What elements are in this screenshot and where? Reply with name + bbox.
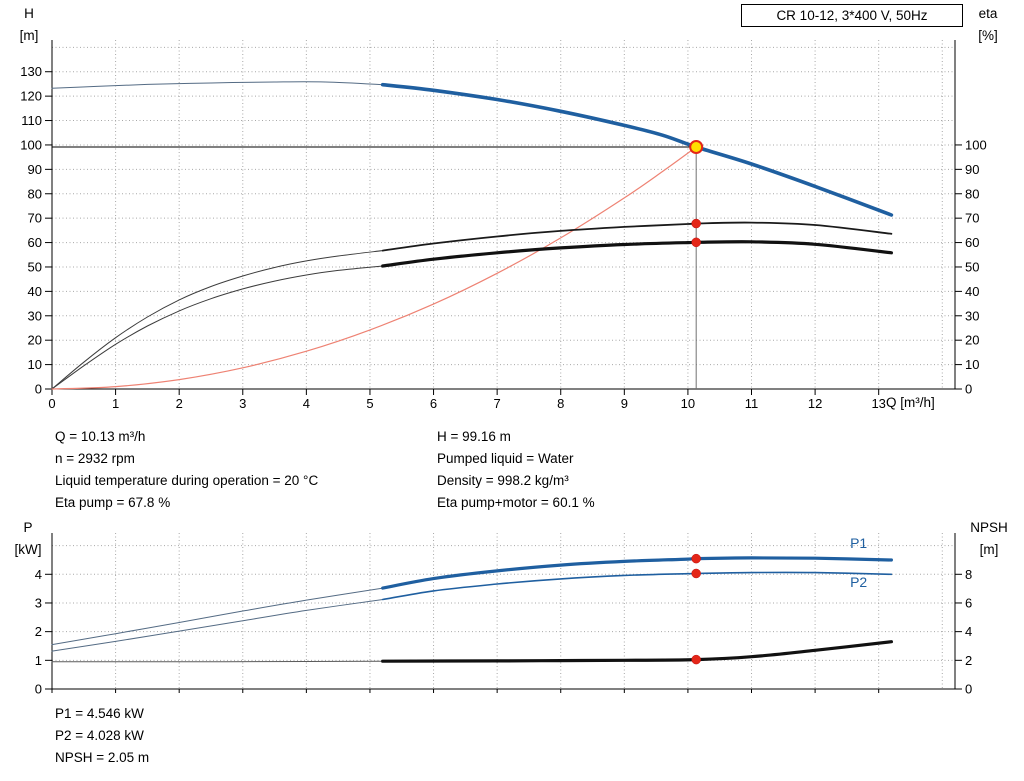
- svg-text:4: 4: [303, 396, 310, 411]
- info-line-eta-pump: Eta pump = 67.8 %: [55, 495, 171, 510]
- svg-text:0: 0: [35, 382, 42, 397]
- p-axis-unit: [kW]: [14, 542, 42, 557]
- svg-text:90: 90: [28, 162, 42, 177]
- info-line-q: Q = 10.13 m³/h: [55, 429, 146, 444]
- eta-axis-unit: [%]: [978, 28, 998, 43]
- svg-text:8: 8: [965, 567, 972, 582]
- svg-text:90: 90: [965, 162, 979, 177]
- h-axis-name: H: [24, 6, 34, 21]
- svg-text:20: 20: [965, 333, 979, 348]
- svg-text:40: 40: [28, 284, 42, 299]
- svg-text:6: 6: [965, 595, 972, 610]
- h-axis-unit: [m]: [19, 28, 39, 43]
- eta-axis-name: eta: [978, 6, 998, 21]
- svg-text:100: 100: [965, 137, 987, 152]
- npsh-axis-label: NPSH [m]: [960, 517, 1018, 561]
- svg-text:100: 100: [20, 137, 42, 152]
- pump-title-box: CR 10-12, 3*400 V, 50Hz: [741, 4, 963, 27]
- svg-text:0: 0: [48, 396, 55, 411]
- svg-text:7: 7: [494, 396, 501, 411]
- info-line-p1: P1 = 4.546 kW: [55, 706, 144, 721]
- operating-point-info-right: H = 99.16 m Pumped liquid = Water Densit…: [437, 426, 595, 514]
- svg-text:5: 5: [366, 396, 373, 411]
- info-line-h: H = 99.16 m: [437, 429, 511, 444]
- svg-text:1: 1: [112, 396, 119, 411]
- svg-text:2: 2: [35, 624, 42, 639]
- svg-text:0: 0: [35, 682, 42, 697]
- svg-text:80: 80: [965, 186, 979, 201]
- svg-text:P2: P2: [850, 574, 867, 590]
- svg-text:13: 13: [871, 396, 885, 411]
- svg-text:3: 3: [35, 595, 42, 610]
- p-axis-name: P: [23, 520, 33, 535]
- head-efficiency-chart: 0 1 2 3 4 5 6 7 8 9 10 11 12 130102030405060708090100…: [20, 40, 987, 411]
- svg-text:20: 20: [28, 333, 42, 348]
- eta-axis-label: eta [%]: [966, 3, 1010, 47]
- svg-text:4: 4: [965, 624, 972, 639]
- svg-text:110: 110: [21, 113, 42, 128]
- q-axis-label: Q [m³/h]: [886, 395, 935, 410]
- svg-text:50: 50: [965, 259, 979, 274]
- svg-text:30: 30: [965, 308, 979, 323]
- svg-text:10: 10: [28, 357, 42, 372]
- info-line-liquid-temp: Liquid temperature during operation = 20…: [55, 473, 319, 488]
- power-npsh-info: P1 = 4.546 kW P2 = 4.028 kW NPSH = 2.05 …: [55, 703, 149, 769]
- svg-text:60: 60: [28, 235, 42, 250]
- power-npsh-chart: 0 1 2 3 4 0 2 4 6 8 P1 P2: [35, 533, 972, 697]
- svg-text:80: 80: [28, 186, 42, 201]
- info-line-density: Density = 998.2 kg/m³: [437, 473, 569, 488]
- svg-text:12: 12: [808, 396, 822, 411]
- svg-text:0: 0: [965, 382, 972, 397]
- svg-text:60: 60: [965, 235, 979, 250]
- info-line-pumped-liquid: Pumped liquid = Water: [437, 451, 574, 466]
- svg-text:2: 2: [965, 653, 972, 668]
- svg-text:9: 9: [621, 396, 628, 411]
- svg-text:2: 2: [176, 396, 183, 411]
- svg-text:50: 50: [28, 259, 42, 274]
- svg-text:8: 8: [557, 396, 564, 411]
- svg-text:130: 130: [20, 64, 42, 79]
- svg-text:0: 0: [965, 682, 972, 697]
- svg-text:70: 70: [28, 211, 42, 226]
- info-line-p2: P2 = 4.028 kW: [55, 728, 144, 743]
- svg-text:10: 10: [681, 396, 695, 411]
- svg-text:P1: P1: [850, 535, 867, 551]
- npsh-axis-unit: [m]: [979, 542, 999, 557]
- svg-text:6: 6: [430, 396, 437, 411]
- h-axis-label: H [m]: [10, 3, 48, 47]
- info-line-npsh: NPSH = 2.05 m: [55, 750, 150, 765]
- svg-text:11: 11: [745, 396, 759, 411]
- svg-text:4: 4: [35, 567, 42, 582]
- svg-text:120: 120: [20, 89, 42, 104]
- svg-text:70: 70: [965, 211, 979, 226]
- svg-text:3: 3: [239, 396, 246, 411]
- npsh-axis-name: NPSH: [970, 520, 1008, 535]
- svg-text:10: 10: [965, 357, 979, 372]
- svg-text:40: 40: [965, 284, 979, 299]
- info-line-n: n = 2932 rpm: [55, 451, 135, 466]
- svg-text:1: 1: [35, 653, 42, 668]
- operating-point-info-left: Q = 10.13 m³/h n = 2932 rpm Liquid tempe…: [55, 426, 318, 514]
- svg-text:30: 30: [28, 308, 42, 323]
- p-axis-label: P [kW]: [8, 517, 48, 561]
- info-line-eta-pump-motor: Eta pump+motor = 60.1 %: [437, 495, 595, 510]
